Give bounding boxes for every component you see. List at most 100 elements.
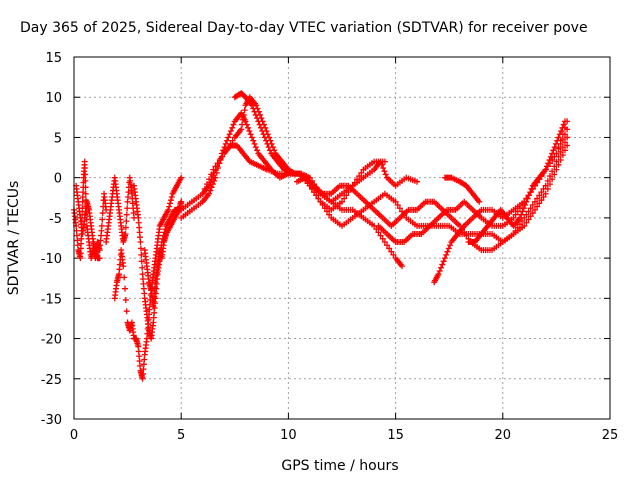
data-point [250,105,257,112]
data-point [250,137,257,144]
y-tick-label: 15 [45,51,62,66]
data-point [564,142,571,149]
data-point [564,134,571,141]
series-track [293,142,571,254]
data-point [206,176,213,183]
x-tick-label: 25 [602,428,619,443]
data-point [438,264,445,271]
data-point [137,245,144,252]
data-point [538,189,545,196]
data-point [167,200,174,207]
data-point [559,152,566,159]
data-point [381,239,388,246]
data-point [542,190,549,197]
data-point [99,210,106,217]
data-point [123,211,130,218]
data-point [358,169,365,176]
series-track [231,90,388,213]
data-point [239,121,246,128]
data-point [527,213,534,220]
data-point [315,195,322,202]
data-point [549,168,556,175]
y-tick-labels: 15 10 5 0 -5 -10 -15 -20 -25 -30 [41,51,62,428]
data-point [138,258,145,265]
y-tick-label: -25 [41,373,62,388]
x-tick-label: 0 [70,428,78,443]
data-point [221,150,228,157]
data-point [544,185,551,192]
data-point [435,271,442,278]
data-point [381,158,388,165]
data-point [553,166,560,173]
data-point [380,165,387,172]
data-point [444,248,451,255]
data-point [257,124,264,131]
data-point [162,226,169,233]
data-point [519,208,526,215]
data-point [339,198,345,205]
y-tick-label: -10 [41,252,62,267]
data-point [99,216,106,223]
y-tick-label: 0 [54,172,62,187]
data-point [378,161,385,168]
y-tick-label: 5 [54,131,62,146]
data-point [546,156,553,163]
data-point [557,156,564,163]
data-point [161,229,168,236]
data-point [341,195,348,202]
data-point [386,245,393,252]
data-point [544,177,551,184]
data-point [547,153,554,160]
data-point [525,216,532,223]
data-point [384,242,391,249]
data-point [165,206,172,213]
data-point [396,205,403,212]
data-point [561,139,568,146]
data-point [122,285,129,292]
data-point [441,255,448,262]
data-point [525,192,532,199]
data-point [522,202,529,209]
data-point [394,202,401,209]
data-point [447,242,454,249]
data-point [546,173,553,180]
x-tick-label: 10 [280,428,297,443]
data-point [440,258,447,265]
data-point [260,131,267,138]
data-point [524,195,531,202]
data-point [229,124,236,131]
data-point [208,171,215,178]
data-point [560,121,567,128]
data-point [212,174,219,181]
data-point [261,134,268,141]
series-track [465,118,568,246]
data-point [211,177,218,184]
data-point [263,137,270,144]
series-track [375,126,571,246]
series-track [73,182,103,262]
data-point [230,121,237,128]
data-point [545,160,552,167]
data-point [373,226,380,233]
data-point [81,165,88,172]
data-point [122,230,129,237]
data-point [265,144,272,151]
data-point [166,203,173,210]
data-point [210,166,217,173]
data-point [218,153,225,160]
data-point [439,261,446,268]
data-point [521,222,528,229]
data-point [246,128,253,135]
data-point [436,267,443,274]
data-point [206,190,213,197]
data-point [559,124,566,131]
data-point [286,169,293,176]
data-point [525,208,532,215]
x-tick-labels: 0 5 10 15 20 25 [70,428,618,443]
data-point [382,171,389,178]
data-point [516,214,523,221]
data-point [82,177,89,184]
data-point [137,239,144,246]
data-point [241,107,248,114]
